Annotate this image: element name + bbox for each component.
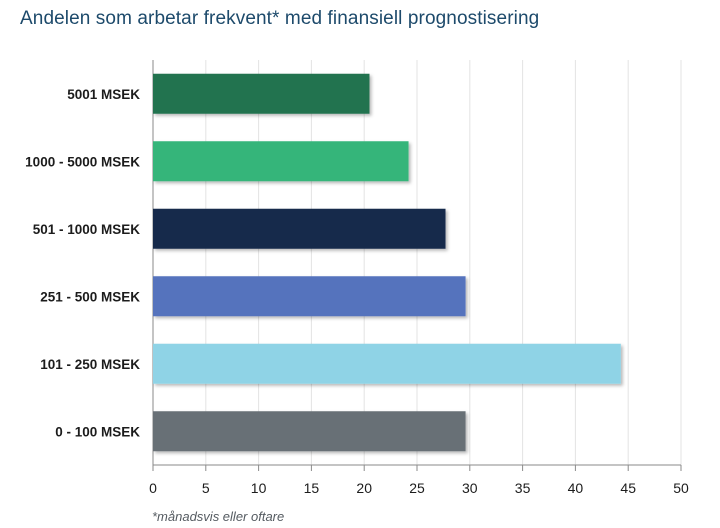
bar-2	[153, 208, 446, 249]
chart-title: Andelen som arbetar frekvent* med finans…	[20, 8, 540, 29]
x-tick-label: 30	[462, 480, 478, 496]
x-tick-label: 35	[515, 480, 531, 496]
x-tick-label: 45	[620, 480, 636, 496]
category-label: 251 - 500 MSEK	[40, 289, 140, 304]
category-label: 1000 - 5000 MSEK	[25, 154, 140, 169]
footnote: *månadsvis eller oftare	[152, 509, 285, 524]
bar-5	[153, 411, 466, 452]
x-tick-label: 0	[149, 480, 157, 496]
x-tick-label: 10	[251, 480, 267, 496]
category-label: 501 - 1000 MSEK	[33, 222, 141, 237]
x-tick-label: 40	[568, 480, 584, 496]
category-label: 101 - 250 MSEK	[40, 357, 140, 372]
bar-0	[153, 73, 370, 114]
x-tick-label: 15	[304, 480, 320, 496]
bar-3	[153, 276, 466, 317]
x-tick-label: 5	[202, 480, 210, 496]
x-tick-label: 20	[356, 480, 372, 496]
bar-4	[153, 343, 621, 384]
category-label: 0 - 100 MSEK	[55, 424, 140, 439]
x-tick-label: 50	[673, 480, 689, 496]
category-label: 5001 MSEK	[67, 87, 140, 102]
x-tick-label: 25	[409, 480, 425, 496]
bar-1	[153, 141, 409, 182]
